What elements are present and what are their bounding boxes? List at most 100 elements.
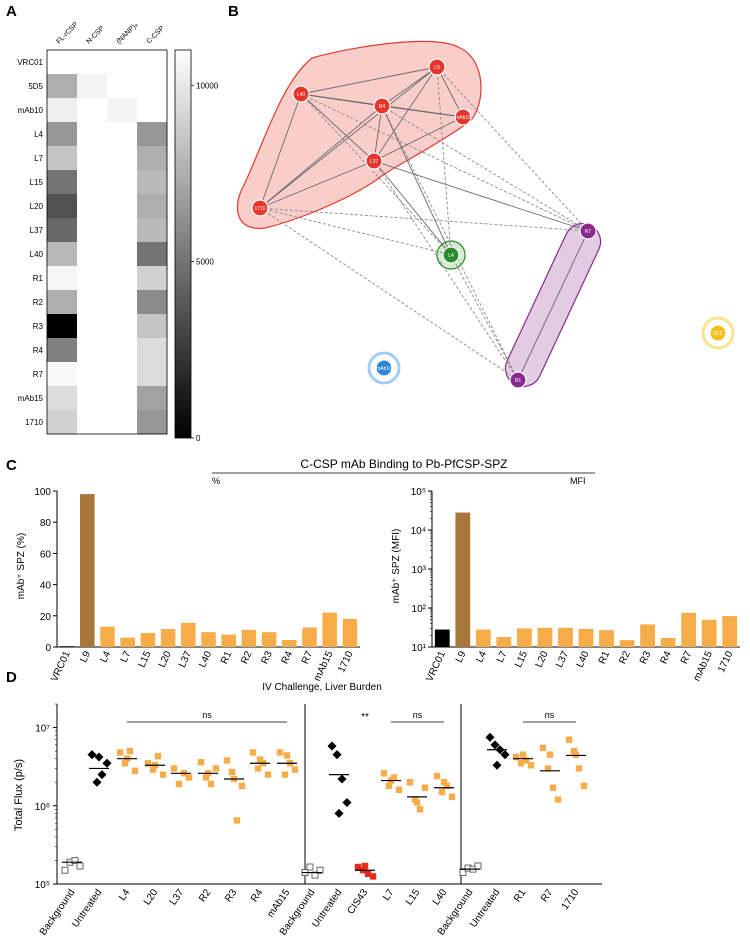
heatmap-cell (77, 98, 108, 123)
heatmap-row-label: VRC01 (17, 58, 43, 67)
x-tick-label: L40 (197, 649, 214, 669)
heatmap-cell (107, 266, 138, 291)
network-edge-dashed (436, 66, 452, 256)
heatmap-row-label: 5D5 (28, 82, 43, 91)
network-node (428, 58, 446, 76)
bar (100, 626, 115, 647)
panel-letter-a: A (6, 3, 17, 20)
liver-burden-scatter: Total Flux (p/s) 10⁵10⁶10⁷BackgroundUntr… (13, 703, 602, 937)
x-tick-label: L37 (168, 887, 187, 907)
data-point (337, 774, 347, 784)
heatmap-cell (107, 218, 138, 243)
heatmap-cell (137, 290, 168, 315)
network-edge-dashed (436, 66, 589, 232)
chart-c-title: C-CSP mAb Binding to Pb-PfCSP-SPZ (300, 457, 507, 471)
network-edge-solid (373, 160, 589, 232)
data-point (364, 870, 372, 878)
heatmap-cell (77, 362, 108, 387)
data-point (332, 750, 342, 760)
network-node-ring (367, 351, 401, 385)
y-tick-label: 20 (40, 612, 52, 623)
data-point (256, 756, 264, 763)
data-point (306, 863, 314, 871)
x-tick-label: L7 (119, 649, 134, 664)
data-point (572, 751, 580, 758)
heatmap-cell (137, 74, 168, 99)
bar (261, 632, 277, 647)
data-point (440, 779, 448, 786)
x-tick-label: L15 (137, 649, 154, 669)
y-tick-label: 100 (34, 487, 51, 498)
heatmap-cell (107, 50, 138, 75)
heatmap-cell (137, 218, 168, 243)
data-point (264, 771, 272, 778)
percent-y-axis-label: mAb⁺ SPZ (%) (16, 533, 27, 599)
network-edge-dashed (259, 207, 452, 256)
data-point (554, 796, 562, 803)
bar (475, 629, 491, 647)
heatmap-row-label: mAb10 (18, 106, 44, 115)
x-tick-label: R3 (223, 887, 240, 904)
data-point (316, 866, 324, 874)
colorbar (174, 49, 192, 439)
network-edge-solid (381, 66, 438, 107)
data-point (185, 774, 193, 781)
bar (455, 512, 471, 647)
network-node-label: R4 (379, 104, 386, 110)
bar (59, 646, 75, 648)
data-point (281, 771, 289, 778)
ns-label: ns (545, 710, 555, 720)
bar (322, 612, 337, 647)
data-point (406, 779, 414, 786)
x-tick-label: L40 (575, 649, 592, 669)
network-edge-solid (259, 105, 383, 209)
x-tick-label: L4 (474, 649, 489, 664)
heatmap-cell (77, 290, 108, 315)
heatmap-cell (47, 314, 78, 339)
data-point (539, 744, 547, 752)
data-point (207, 780, 215, 788)
network-node-label: L4 (448, 253, 454, 259)
heatmap-cell (107, 362, 138, 387)
bar (537, 627, 553, 647)
network-node-label: L37 (370, 159, 379, 165)
network-panel: 1710 L40 R4 L9 L37 mAb15 L4 R7 R1 mAb10 5D5 (236, 40, 735, 389)
x-tick-label: L20 (534, 649, 551, 669)
data-point (380, 770, 388, 777)
significance-label: ** (361, 712, 369, 723)
heatmap-cell (47, 386, 78, 411)
heatmap-cell (137, 410, 168, 435)
data-point (197, 759, 205, 766)
data-point (159, 771, 167, 778)
bar (221, 634, 236, 647)
network-node-label: 5D5 (713, 331, 722, 337)
network-edge-dashed (381, 105, 589, 232)
data-point (354, 863, 362, 871)
heatmap-row-label: L15 (30, 178, 44, 187)
x-tick-label: mAb15 (312, 649, 336, 683)
heatmap-row-label: L37 (30, 226, 44, 235)
heatmap-cell (107, 314, 138, 339)
data-point (433, 772, 441, 780)
y-tick-label: 60 (40, 549, 52, 560)
network-node (375, 359, 393, 377)
heatmap-cell (107, 242, 138, 267)
x-tick-label: R1 (597, 649, 613, 666)
x-tick-label: L15 (404, 887, 423, 907)
heatmap-cell (77, 122, 108, 147)
heatmap-cell (47, 338, 78, 363)
data-point (519, 751, 527, 758)
heatmap-column-label: N-CSP (85, 25, 106, 46)
heatmap-cell (77, 218, 108, 243)
data-point (212, 765, 220, 772)
y-tick-label: 10⁴ (411, 526, 426, 537)
heatmap-cell (77, 242, 108, 267)
data-point (490, 740, 500, 750)
colorbar-tick-label: 5000 (196, 258, 214, 267)
x-tick-label: VRC01 (424, 649, 448, 683)
heatmap-cell (77, 50, 108, 75)
heatmap-row-label: mAb15 (18, 394, 44, 403)
heatmap-cell (137, 50, 168, 75)
heatmap-row-label: R2 (33, 298, 44, 307)
ns-label: ns (202, 710, 212, 720)
